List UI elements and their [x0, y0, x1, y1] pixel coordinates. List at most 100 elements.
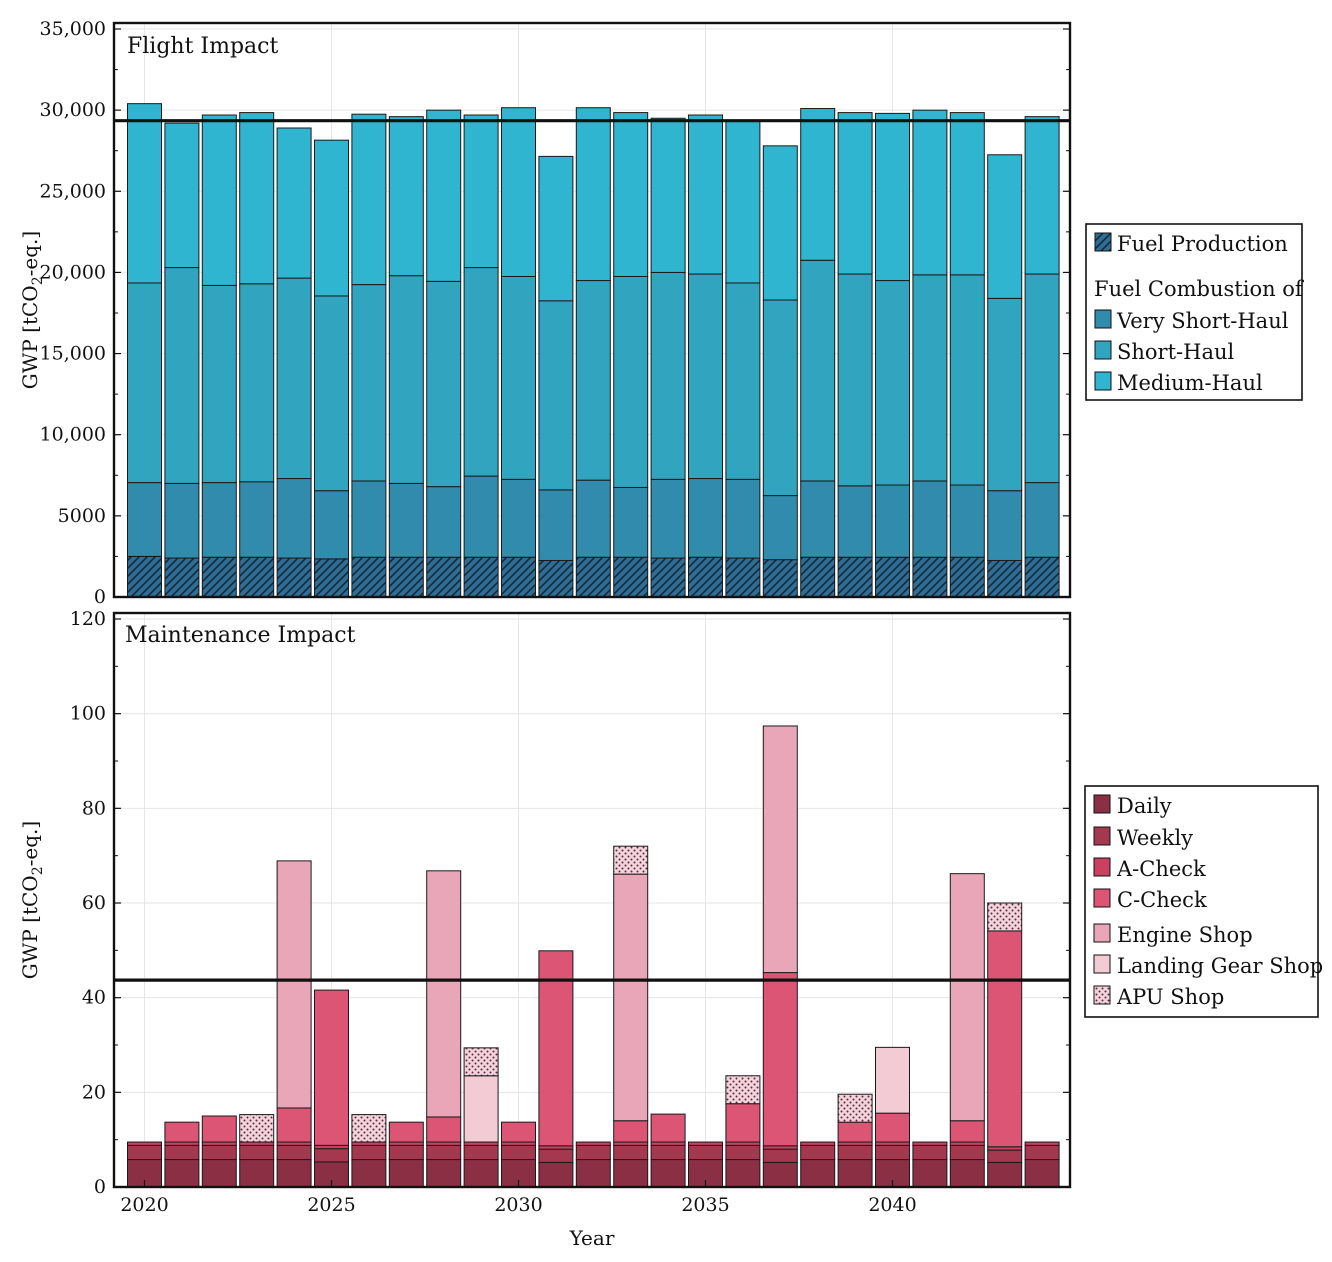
bar-segment-short-haul-2038 — [800, 259, 836, 482]
bar-segment-very-short-haul-2037 — [762, 495, 798, 561]
legend-label-engine-shop: Engine Shop — [1117, 923, 1253, 947]
y-tick-label: 25,000 — [40, 180, 106, 202]
legend-label-medium-haul: Medium-Haul — [1117, 371, 1263, 395]
bar-segment-fuel-production-2024 — [276, 557, 312, 598]
flight-y-ticks: 0 5000 10,000 15,000 20,000 25,000 30,000 35,00… — [40, 18, 1070, 608]
bar-segment-very-short-haul-2022 — [201, 482, 237, 558]
maintenance-x-ticks: 2020 2025 2030 2035 2040 — [120, 1180, 917, 1216]
bar-segment-a-check-2041 — [912, 1141, 948, 1146]
bar-segment-short-haul-2030 — [501, 275, 536, 480]
bar-segment-short-haul-2026 — [351, 284, 387, 482]
maintenance-bars — [127, 725, 1060, 1188]
bar-segment-medium-haul-2033 — [613, 112, 649, 277]
bar-segment-daily-2032 — [575, 1159, 611, 1188]
bar-segment-short-haul-2040 — [875, 280, 910, 486]
bar-segment-daily-2026 — [351, 1159, 387, 1188]
legend-swatch-c-check — [1093, 888, 1111, 908]
bar-segment-daily-2031 — [538, 1161, 574, 1188]
bar-segment-fuel-production-2028 — [426, 556, 462, 598]
bar-segment-very-short-haul-2032 — [575, 479, 611, 558]
bar-segment-weekly-2029 — [463, 1144, 499, 1161]
bar-segment-weekly-2023 — [239, 1144, 275, 1161]
bar-segment-daily-2039 — [837, 1159, 873, 1188]
legend-swatch-a-check — [1093, 857, 1111, 877]
bar-segment-very-short-haul-2029 — [463, 475, 499, 558]
bar-segment-landing-gear-shop-2040 — [875, 1046, 910, 1114]
bar-segment-medium-haul-2043 — [987, 154, 1023, 299]
bar-segment-fuel-production-2034 — [650, 557, 686, 598]
bar-segment-medium-haul-2040 — [875, 112, 910, 282]
bar-segment-weekly-2036 — [725, 1144, 761, 1161]
x-tick-label: 2035 — [681, 1194, 729, 1216]
bar-segment-medium-haul-2041 — [912, 109, 948, 276]
bar-segment-weekly-2031 — [538, 1148, 574, 1163]
legend-label-weekly: Weekly — [1117, 826, 1193, 850]
bar-segment-fuel-production-2041 — [912, 556, 948, 598]
bar-segment-very-short-haul-2025 — [314, 490, 349, 560]
bar-segment-daily-2042 — [949, 1159, 985, 1188]
legend-swatch-apu-shop — [1093, 985, 1111, 1005]
x-tick-label: 2030 — [494, 1194, 542, 1216]
legend-swatch-daily — [1093, 794, 1111, 814]
bar-segment-weekly-2028 — [426, 1144, 462, 1161]
bar-segment-very-short-haul-2040 — [875, 484, 910, 558]
bar-segment-weekly-2044 — [1024, 1144, 1060, 1161]
bar-segment-fuel-production-2043 — [987, 559, 1023, 598]
maintenance-plot-frame — [112, 611, 1072, 1189]
y-tick-label: 35,000 — [40, 18, 106, 40]
bar-segment-very-short-haul-2034 — [650, 478, 686, 559]
bar-segment-medium-haul-2042 — [949, 112, 985, 276]
bar-segment-very-short-haul-2031 — [538, 489, 574, 561]
legend-swatch-fuel-production — [1094, 232, 1112, 252]
bar-segment-weekly-2038 — [800, 1144, 836, 1161]
bar-segment-daily-2036 — [725, 1159, 761, 1188]
bar-segment-c-check-2034 — [650, 1113, 686, 1143]
bar-segment-fuel-production-2026 — [351, 556, 387, 598]
bar-segment-medium-haul-2020 — [127, 103, 162, 284]
bar-segment-weekly-2027 — [388, 1144, 424, 1161]
bar-segment-fuel-production-2027 — [388, 556, 424, 598]
legend-swatch-engine-shop — [1093, 923, 1111, 943]
bar-segment-fuel-production-2031 — [538, 559, 574, 598]
legend-swatch-medium-haul — [1094, 371, 1112, 391]
y-tick-label: 120 — [70, 608, 106, 630]
legend-label-short-haul: Short-Haul — [1117, 340, 1234, 364]
legend-swatch-landing-gear-shop — [1093, 954, 1111, 974]
y-tick-label: 40 — [82, 987, 106, 1009]
bar-segment-short-haul-2039 — [837, 273, 873, 487]
bar-segment-medium-haul-2024 — [276, 127, 312, 279]
bar-segment-short-haul-2037 — [762, 299, 798, 497]
bar-segment-fuel-production-2036 — [725, 557, 761, 598]
bar-segment-daily-2024 — [276, 1159, 312, 1188]
bar-segment-weekly-2033 — [613, 1144, 649, 1161]
y-tick-label: 5000 — [58, 505, 106, 527]
maintenance-legend-frame — [1084, 785, 1319, 1018]
bar-segment-medium-haul-2030 — [501, 107, 536, 277]
bar-segment-daily-2034 — [650, 1159, 686, 1188]
legend-label-daily: Daily — [1117, 794, 1172, 818]
y-tick-label: 20 — [82, 1081, 106, 1103]
bar-segment-weekly-2040 — [875, 1144, 910, 1161]
bar-segment-very-short-haul-2041 — [912, 480, 948, 558]
legend-label-a-check: A-Check — [1116, 857, 1206, 881]
bar-segment-medium-haul-2026 — [351, 113, 387, 286]
flight-impact-panel: 0 5000 10,000 15,000 20,000 25,000 30,000 35,00… — [18, 18, 1305, 608]
bar-segment-weekly-2037 — [762, 1148, 798, 1163]
bar-segment-short-haul-2022 — [201, 284, 237, 484]
bar-segment-medium-haul-2031 — [538, 155, 574, 302]
bar-segment-weekly-2030 — [501, 1144, 536, 1161]
y-tick-label: 60 — [82, 892, 106, 914]
bar-segment-c-check-2037 — [762, 972, 798, 1147]
maintenance-grid — [114, 613, 1070, 1188]
bar-segment-fuel-production-2035 — [688, 556, 723, 598]
bar-segment-very-short-haul-2028 — [426, 486, 462, 558]
flight-plot-frame — [112, 21, 1072, 599]
bar-segment-c-check-2022 — [201, 1115, 237, 1143]
bar-segment-medium-haul-2039 — [837, 112, 873, 275]
bar-segment-very-short-haul-2039 — [837, 485, 873, 558]
y-tick-label: 20,000 — [40, 261, 106, 283]
bar-segment-very-short-haul-2020 — [127, 482, 162, 557]
bar-segment-short-haul-2024 — [276, 277, 312, 480]
bar-segment-c-check-2025 — [314, 989, 349, 1146]
bar-segment-weekly-2041 — [912, 1144, 948, 1161]
